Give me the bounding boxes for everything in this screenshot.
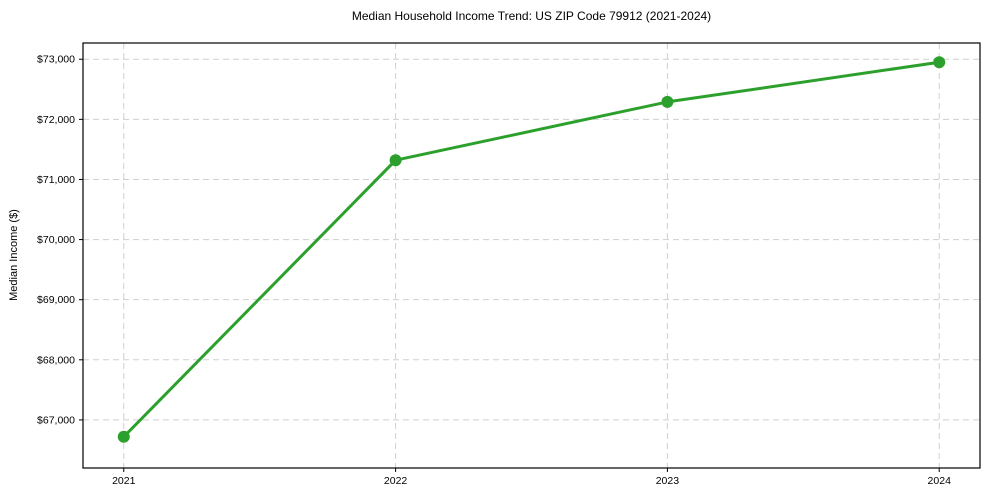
x-tick-label: 2021 (112, 475, 136, 487)
x-tick-label: 2022 (384, 475, 408, 487)
y-tick-label: $73,000 (37, 54, 75, 66)
y-tick-label: $72,000 (37, 114, 75, 126)
data-point-2022 (389, 154, 402, 167)
x-tick-label: 2023 (656, 475, 680, 487)
data-point-2023 (661, 95, 674, 108)
data-series (117, 56, 946, 443)
data-point-2024 (933, 56, 946, 69)
y-tick-label: $68,000 (37, 354, 75, 366)
gridlines (83, 43, 980, 468)
axes: $67,000 $68,000 $69,000 $70,000 $71,000 $72,0… (37, 42, 981, 487)
plot-border (82, 42, 981, 469)
y-tick-label: $71,000 (37, 174, 75, 186)
data-point-2021 (117, 430, 130, 443)
x-tick-label: 2024 (928, 475, 952, 487)
chart-title: Median Household Income Trend: US ZIP Co… (351, 9, 712, 23)
y-tick-label: $70,000 (37, 234, 75, 246)
y-tick-label: $67,000 (37, 414, 75, 426)
trend-line (122, 60, 941, 439)
y-tick-label: $69,000 (37, 294, 75, 306)
